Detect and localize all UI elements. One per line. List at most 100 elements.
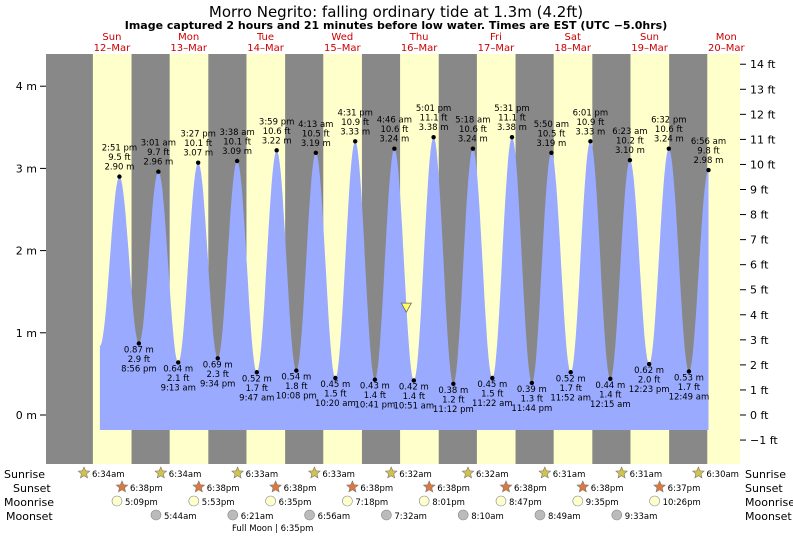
sunrise-time: 6:33am xyxy=(246,470,279,480)
tide-label-line: 3.24 m xyxy=(654,135,684,145)
sunrise-time: 6:34am xyxy=(169,470,202,480)
tide-label-line: 4:46 am xyxy=(377,116,412,126)
tide-label-line: 3.07 m xyxy=(183,149,213,159)
high-tide-label: 2:51 pm9.5 ft2.90 m xyxy=(102,144,137,173)
sunset-label-right: Sunset xyxy=(745,482,783,495)
moonset-icon xyxy=(534,509,546,521)
extreme-point xyxy=(294,368,299,373)
sunset-time: 6:38pm xyxy=(207,484,240,494)
tide-label-line: 11:22 am xyxy=(472,399,513,409)
sun-moon-almanac: Sunrise Sunset Moonrise Moonset Sunrise … xyxy=(4,466,793,534)
tide-label-line: 10:41 pm xyxy=(354,401,395,411)
tide-label-line: 3.33 m xyxy=(575,127,605,137)
moonset-icon xyxy=(227,509,239,521)
extreme-point xyxy=(686,369,692,374)
moonrise-icon xyxy=(649,495,660,507)
axis-tick-label: 7 ft xyxy=(750,234,769,247)
tide-label-line: 3.19 m xyxy=(536,139,566,149)
sunrise-label-left: Sunrise xyxy=(4,468,45,481)
tide-label-line: 9:47 am xyxy=(239,393,274,403)
moonrise-time: 5:09pm xyxy=(125,498,158,508)
extreme-point xyxy=(509,134,515,140)
tide-label-line: 10.9 ft xyxy=(576,118,604,128)
sunrise-icon xyxy=(691,466,705,479)
moonset-time: 5:44am xyxy=(164,512,197,522)
sunrise-time: 6:31am xyxy=(630,470,663,480)
extreme-point xyxy=(490,375,495,381)
tide-label-line: 10.2 ft xyxy=(616,137,644,147)
day-date: 17–Mar xyxy=(478,43,515,54)
sunset-icon xyxy=(192,480,206,493)
tide-label-line: 11:52 am xyxy=(550,393,591,403)
tide-label-line: 1.5 ft xyxy=(481,390,504,400)
sunset-time: 6:38pm xyxy=(591,484,624,494)
extreme-point xyxy=(431,134,436,140)
tide-label-line: 9.8 ft xyxy=(697,147,720,157)
tide-label-line: 5:18 am xyxy=(455,116,490,126)
low-tide-label: 0.87 m2.9 ft8:56 pm xyxy=(121,345,156,374)
tide-label-line: 0.45 m xyxy=(477,380,507,390)
moonrise-time: 10:26pm xyxy=(663,498,701,508)
axis-tick-label: −1 ft xyxy=(750,434,778,447)
day-date: 13–Mar xyxy=(170,43,207,54)
extreme-point xyxy=(254,370,260,375)
tide-label-line: 10.6 ft xyxy=(459,125,487,135)
extreme-point xyxy=(549,150,554,155)
axis-tick-label: 12 ft xyxy=(750,108,776,121)
moonrise-time: 8:01pm xyxy=(432,498,465,508)
axis-tick-label: 9 ft xyxy=(750,184,769,197)
current-level-triangle xyxy=(400,302,412,313)
moonrise-time: 8:47pm xyxy=(509,498,542,508)
low-tide-label: 0.52 m1.7 ft9:47 am xyxy=(239,374,274,403)
tide-label-line: 10:20 am xyxy=(315,399,356,409)
tide-label-line: 5:01 pm xyxy=(416,104,451,114)
tide-label-line: 1.5 ft xyxy=(324,390,347,400)
moonrise-icon xyxy=(265,495,276,507)
sunrise-icon xyxy=(461,466,475,479)
day-of-week: Thu xyxy=(409,32,429,43)
extreme-point xyxy=(470,146,476,151)
extreme-point xyxy=(608,376,613,382)
high-tide-label: 3:01 am9.7 ft2.96 m xyxy=(141,139,176,168)
day-of-week: Wed xyxy=(331,32,353,43)
extreme-point xyxy=(195,160,201,165)
axis-tick-label: 5 ft xyxy=(750,284,769,297)
moonset-time: 8:10am xyxy=(471,512,504,522)
sunrise-icon xyxy=(231,466,245,479)
tide-label-line: 0.42 m xyxy=(399,382,429,392)
day-of-week: Sat xyxy=(565,32,581,43)
tide-label-line: 3.24 m xyxy=(379,135,409,145)
moonset-time: 8:49am xyxy=(548,512,581,522)
extreme-point xyxy=(568,370,573,375)
tide-label-line: 1.7 ft xyxy=(246,384,269,394)
sunset-time: 6:38pm xyxy=(360,484,393,494)
sunset-icon xyxy=(499,480,513,493)
moonrise-icon xyxy=(495,495,507,507)
tide-label-line: 1.4 ft xyxy=(364,391,387,401)
moonrise-time: 5:53pm xyxy=(202,498,235,508)
sunset-time: 6:38pm xyxy=(437,484,470,494)
tide-label-line: 1.7 ft xyxy=(678,383,701,393)
day-labels: Sun12–MarMon13–MarTue14–MarWed15–MarThu1… xyxy=(94,32,746,54)
sunset-icon xyxy=(345,480,359,493)
tide-label-line: 5:31 pm xyxy=(494,104,529,114)
tide-label-line: 2:51 pm xyxy=(102,144,137,154)
tide-label-line: 11:12 pm xyxy=(433,405,474,415)
extreme-point xyxy=(117,174,122,179)
tide-label-line: 1.2 ft xyxy=(442,395,465,405)
extreme-point xyxy=(392,146,397,151)
tide-label-line: 9:13 am xyxy=(161,383,196,393)
tide-label-line: 10.6 ft xyxy=(380,125,408,135)
sunrise-icon xyxy=(384,466,398,479)
tide-label-line: 8:56 pm xyxy=(121,364,156,374)
tide-label-line: 3.33 m xyxy=(340,127,370,137)
moonrise-icon xyxy=(111,495,123,507)
tide-label-line: 3:59 pm xyxy=(259,117,294,127)
